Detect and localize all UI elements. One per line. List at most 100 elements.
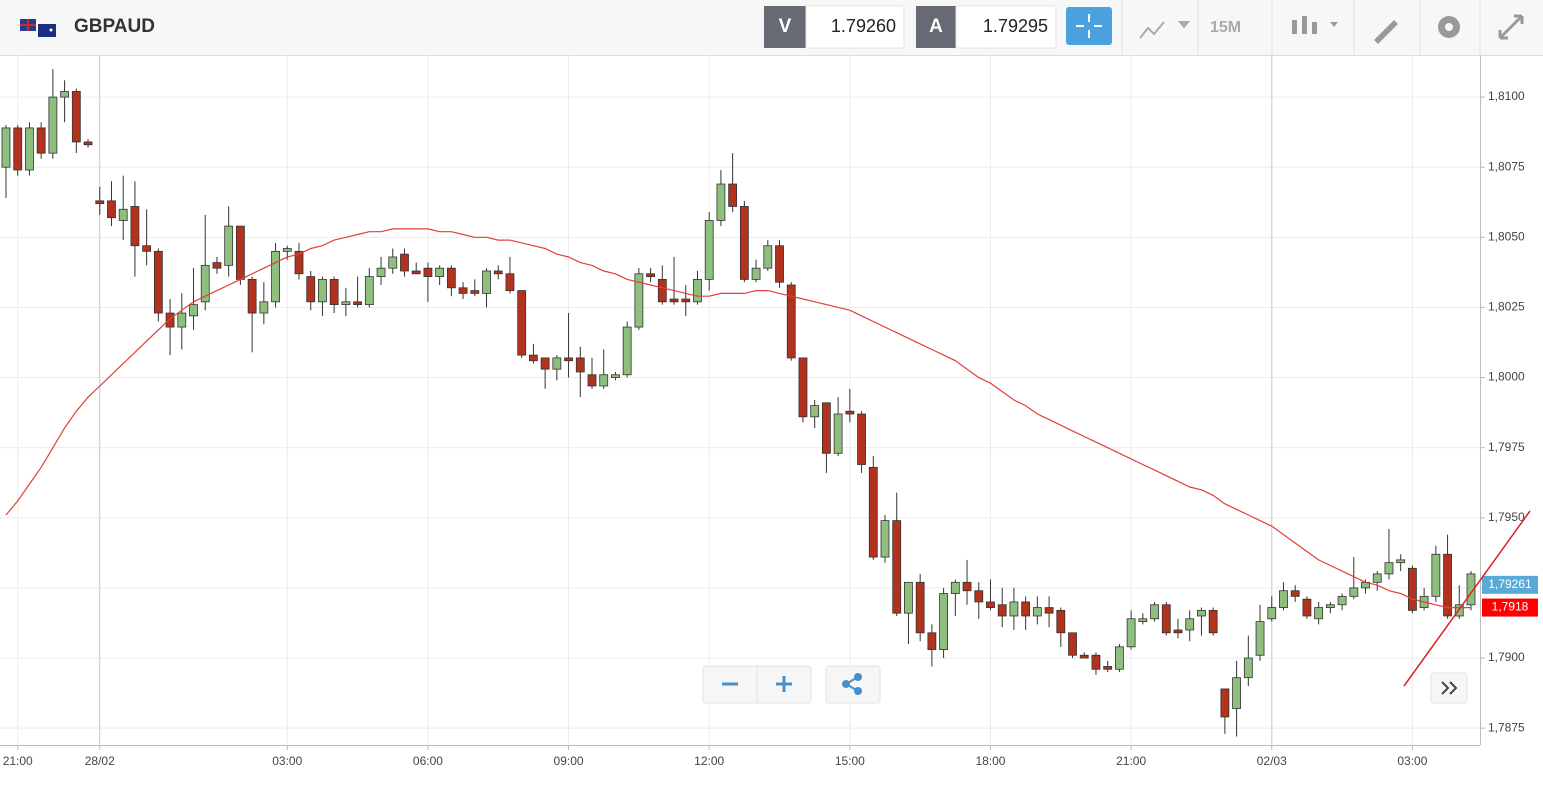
candle-body: [1079, 654, 1089, 659]
flag-icon: [20, 19, 56, 37]
candle-body: [470, 290, 480, 294]
candle-body: [517, 290, 527, 356]
scroll-end-button[interactable]: [1430, 672, 1468, 704]
candle-body: [95, 200, 105, 205]
candle-body: [1396, 559, 1406, 564]
indicator-button[interactable]: [1139, 21, 1191, 39]
x-tick-label: 03:00: [1397, 754, 1427, 768]
candle-body: [505, 273, 515, 292]
chart-type-button[interactable]: [1292, 16, 1338, 34]
candle-body: [1325, 604, 1335, 608]
candle-body: [177, 312, 187, 328]
candle-body: [1150, 604, 1159, 620]
candle-body: [189, 304, 198, 317]
candle-body: [1068, 632, 1077, 656]
fullscreen-button[interactable]: [1498, 14, 1524, 40]
candle-body: [200, 264, 210, 303]
candle-body: [423, 267, 433, 277]
candle-body: [493, 270, 503, 275]
candle-body: [294, 250, 304, 275]
candle-body: [482, 270, 491, 294]
trend-line[interactable]: [1403, 510, 1531, 687]
candle-body: [939, 593, 948, 651]
candle-body: [974, 590, 984, 603]
candle-body: [130, 206, 140, 247]
candle-body: [1302, 598, 1312, 617]
candle-body: [25, 127, 34, 171]
settings-button[interactable]: [1438, 16, 1460, 38]
candle-body: [927, 632, 937, 651]
candle-body: [1408, 567, 1417, 611]
candle-body: [435, 267, 445, 277]
bid-price[interactable]: 1.79260: [831, 16, 896, 36]
draw-button[interactable]: [1374, 20, 1398, 44]
candle-body: [657, 278, 667, 303]
candle-body: [904, 581, 913, 614]
candle-body: [845, 410, 855, 415]
x-tick-label: 03:00: [272, 754, 302, 768]
candle-body: [306, 276, 316, 303]
candle-body: [1384, 562, 1394, 575]
candle-body: [962, 581, 972, 592]
grid: 1,78751,79001,79251,79501,79751,80001,80…: [0, 55, 1525, 768]
y-tick-label: 1,7875: [1488, 720, 1525, 734]
candle-body: [1372, 573, 1382, 583]
candle-body: [282, 248, 292, 252]
candle-body: [153, 250, 163, 314]
ask-label[interactable]: A: [929, 16, 943, 37]
candle-body: [739, 206, 749, 280]
timeframe[interactable]: 15M: [1210, 19, 1241, 36]
candle-body: [704, 220, 714, 280]
x-tick-label: 15:00: [835, 754, 865, 768]
candle-body: [1466, 573, 1476, 606]
candle-body: [1243, 657, 1253, 679]
candle-body: [318, 278, 327, 303]
candle-body: [892, 520, 902, 614]
candle-body: [388, 256, 398, 269]
candle-body: [1161, 604, 1171, 634]
candle-body: [224, 225, 234, 266]
candle-body: [728, 183, 738, 207]
candle-body: [587, 374, 597, 387]
ask-price[interactable]: 1.79295: [983, 16, 1048, 36]
bid-label[interactable]: V: [779, 16, 792, 37]
candle-body: [1044, 607, 1054, 614]
candle-body: [83, 141, 93, 146]
candle-body: [235, 225, 245, 280]
x-tick-label: 28/02: [85, 754, 115, 768]
candle-body: [446, 267, 456, 289]
candle-body: [1021, 601, 1031, 617]
zoom-in-button[interactable]: [776, 676, 792, 692]
candle-body: [165, 312, 175, 328]
ask-label-box[interactable]: [916, 6, 956, 48]
y-tick-label: 1,8075: [1488, 159, 1525, 173]
candle-body: [364, 276, 374, 306]
price-tag: [1482, 575, 1538, 594]
ask-box[interactable]: [955, 5, 1057, 49]
candle-body: [60, 91, 69, 98]
candle-body: [986, 601, 995, 608]
price-tag: [1482, 598, 1538, 617]
bid-box[interactable]: [805, 5, 905, 49]
candle-body: [458, 287, 468, 294]
candle-body: [540, 357, 550, 370]
candle-body: [1431, 553, 1441, 597]
candle-body: [751, 267, 761, 280]
candle-body: [693, 278, 702, 303]
bid-label-box[interactable]: [764, 6, 806, 48]
candle-body: [1185, 618, 1195, 631]
crosshair-button[interactable]: [1066, 7, 1112, 45]
candle-body: [1115, 646, 1124, 670]
candle-body: [13, 127, 23, 171]
candle-body: [1279, 590, 1288, 608]
candle-body: [1349, 587, 1359, 597]
candle-body: [599, 374, 609, 387]
candle-body: [716, 183, 726, 221]
share-button[interactable]: [825, 665, 881, 704]
candle-body: [1138, 618, 1148, 622]
candle-body: [376, 267, 386, 277]
x-tick-label: 02/03: [1257, 754, 1287, 768]
candle-body: [1103, 666, 1113, 670]
